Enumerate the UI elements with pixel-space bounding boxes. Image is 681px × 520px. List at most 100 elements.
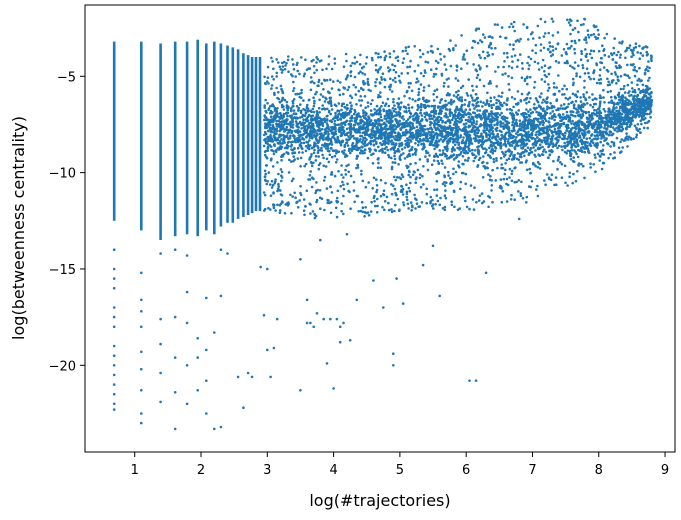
scatter-point	[393, 64, 397, 68]
scatter-point	[289, 129, 292, 132]
scatter-point	[548, 41, 551, 44]
scatter-point	[316, 144, 319, 148]
scatter-point	[569, 110, 572, 113]
scatter-point	[205, 412, 208, 415]
scatter-point	[613, 128, 616, 131]
scatter-point	[392, 184, 395, 188]
scatter-point	[411, 153, 415, 156]
scatter-point	[405, 143, 408, 147]
scatter-point	[513, 166, 516, 170]
scatter-point	[340, 173, 343, 177]
scatter-point	[580, 109, 584, 113]
scatter-point	[514, 102, 518, 106]
scatter-point	[263, 153, 267, 157]
scatter-point	[488, 178, 492, 182]
scatter-point	[511, 136, 515, 139]
scatter-point	[349, 116, 352, 120]
scatter-point	[326, 114, 329, 118]
scatter-point	[299, 103, 302, 106]
scatter-point	[468, 120, 472, 123]
scatter-point	[283, 212, 287, 215]
scatter-point	[642, 118, 645, 121]
scatter-point	[296, 146, 300, 150]
scatter-point	[636, 51, 639, 54]
scatter-point	[598, 159, 601, 162]
scatter-point	[513, 29, 516, 33]
scatter-point	[381, 205, 384, 209]
scatter-point	[454, 109, 457, 112]
scatter-point	[465, 132, 469, 135]
scatter-point	[515, 136, 518, 139]
scatter-point	[448, 155, 452, 159]
scatter-point	[449, 177, 452, 180]
scatter-point	[353, 147, 356, 150]
scatter-point	[436, 159, 440, 163]
scatter-point	[310, 185, 314, 189]
scatter-point	[205, 296, 208, 300]
scatter-point	[574, 127, 578, 130]
scatter-point	[419, 108, 423, 112]
scatter-point	[265, 156, 269, 160]
scatter-point	[396, 124, 400, 128]
scatter-point	[520, 138, 523, 141]
scatter-point	[266, 180, 270, 183]
scatter-point	[581, 133, 585, 137]
scatter-point	[310, 146, 314, 150]
scatter-point	[552, 105, 556, 108]
scatter-point	[478, 156, 482, 160]
scatter-point	[441, 135, 444, 138]
scatter-point	[421, 133, 424, 137]
scatter-point	[378, 122, 381, 125]
scatter-point	[280, 159, 283, 162]
scatter-point	[548, 45, 552, 48]
scatter-point	[536, 160, 540, 164]
scatter-point	[326, 201, 330, 205]
scatter-point	[539, 49, 543, 52]
scatter-point	[584, 36, 588, 39]
scatter-point	[299, 109, 303, 113]
scatter-point	[422, 147, 426, 150]
scatter-point	[486, 153, 490, 157]
scatter-point	[524, 144, 527, 147]
scatter-point	[309, 160, 313, 164]
scatter-point	[548, 106, 551, 110]
scatter-point	[375, 188, 379, 192]
scatter-point	[472, 121, 476, 124]
scatter-point	[593, 108, 596, 112]
scatter-point	[271, 165, 275, 168]
scatter-point	[549, 137, 553, 141]
scatter-point	[319, 120, 323, 123]
scatter-point	[443, 166, 447, 169]
scatter-point	[301, 114, 305, 117]
scatter-point	[536, 184, 539, 188]
scatter-point	[496, 166, 499, 170]
scatter-point	[491, 120, 494, 123]
scatter-point	[383, 200, 387, 203]
scatter-column	[231, 47, 235, 223]
scatter-point	[648, 98, 652, 101]
scatter-point	[336, 189, 340, 193]
scatter-point	[291, 126, 295, 129]
scatter-point	[287, 55, 290, 58]
scatter-point	[554, 143, 558, 146]
scatter-point	[369, 136, 373, 140]
scatter-point	[573, 133, 577, 136]
scatter-point	[573, 137, 576, 140]
scatter-point	[474, 155, 478, 158]
scatter-point	[560, 119, 563, 122]
scatter-point	[392, 50, 396, 53]
scatter-point	[356, 166, 360, 169]
scatter-point	[556, 167, 559, 171]
scatter-point	[346, 88, 350, 92]
scatter-point	[432, 207, 435, 210]
scatter-point	[425, 112, 429, 115]
scatter-point	[588, 96, 591, 99]
scatter-point	[510, 96, 514, 99]
scatter-point	[455, 140, 458, 144]
scatter-column	[213, 41, 216, 235]
scatter-point	[384, 181, 387, 185]
scatter-point	[426, 100, 429, 103]
scatter-point	[407, 186, 411, 190]
scatter-point	[280, 179, 283, 183]
scatter-point	[275, 124, 279, 128]
